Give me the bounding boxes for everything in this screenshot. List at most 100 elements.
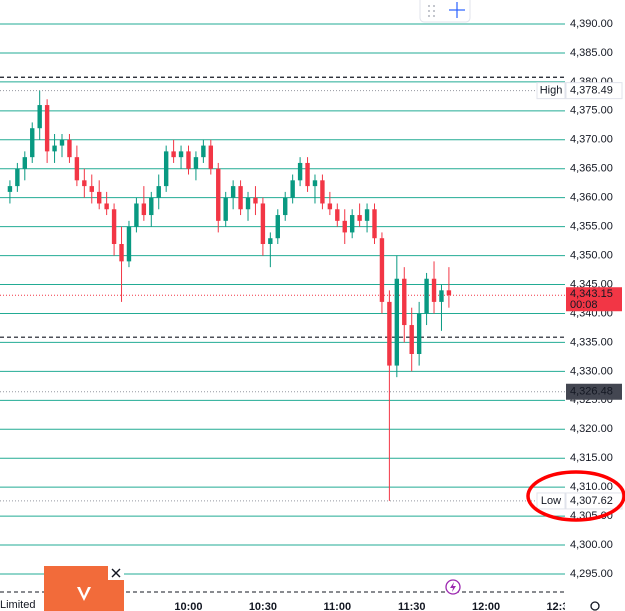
candle-body	[394, 278, 400, 366]
candle-body	[238, 186, 243, 210]
x-tick-label: 10:30	[249, 601, 277, 611]
candle-body	[97, 191, 102, 204]
candle-body	[283, 197, 288, 216]
candle-body	[290, 180, 295, 198]
candle-body	[193, 157, 199, 169]
candle-body	[126, 226, 132, 262]
candle-body	[446, 290, 452, 296]
countdown-label: 00:08	[570, 299, 598, 311]
price-label: 4,307.62	[570, 495, 613, 507]
candle-body	[260, 203, 266, 244]
candle-body	[89, 186, 94, 192]
y-tick-label: 4,360.00	[570, 192, 613, 204]
y-tick-label: 4,335.00	[570, 336, 613, 348]
candle-body	[379, 238, 385, 302]
close-icon[interactable]	[111, 568, 121, 578]
candle-body	[342, 220, 347, 233]
candle-body	[134, 203, 139, 227]
candle-body	[178, 151, 184, 158]
event-bolt	[450, 582, 456, 592]
toolbar[interactable]	[419, 0, 471, 23]
candle-body	[149, 197, 154, 216]
candle-body	[230, 186, 236, 198]
y-tick-label: 4,300.00	[570, 539, 613, 551]
candle-body	[37, 105, 42, 129]
candle-body	[82, 180, 87, 187]
candle-body	[186, 151, 191, 169]
candle-body	[297, 162, 303, 181]
annotation-circle	[526, 470, 625, 522]
y-tick-label: 4,375.00	[570, 105, 613, 117]
candle-body	[67, 139, 72, 158]
candle-body	[253, 197, 258, 204]
candle-body	[104, 203, 109, 210]
y-tick-label: 4,320.00	[570, 423, 613, 435]
drag-handle	[428, 5, 435, 17]
price-label-name: High	[540, 85, 563, 97]
x-tick-label: 11:00	[324, 601, 352, 611]
candle-body	[216, 168, 221, 221]
candle-body	[111, 209, 117, 244]
candle-body	[156, 186, 161, 198]
settings-icon[interactable]	[590, 601, 600, 611]
candle-body	[409, 325, 414, 354]
candle-body	[357, 215, 362, 221]
y-tick-label: 4,310.00	[570, 481, 613, 493]
candle-body	[59, 139, 65, 146]
candle-body	[364, 209, 370, 221]
ad-logo	[77, 587, 91, 601]
candle-body	[171, 151, 176, 158]
candle-body	[424, 278, 429, 314]
crosshair-icon[interactable]	[449, 2, 465, 18]
candle-body	[349, 215, 355, 233]
candle-body	[402, 278, 407, 326]
candle-body	[275, 215, 280, 239]
candle-body	[7, 186, 13, 192]
x-tick-label: 11:30	[398, 601, 426, 611]
y-tick-label: 4,390.00	[570, 18, 613, 30]
candle-body	[223, 197, 228, 221]
candle-body	[30, 128, 35, 158]
candle-body	[163, 151, 169, 187]
x-tick-label: 12:00	[472, 601, 500, 611]
price-label-name-box	[536, 82, 566, 100]
y-tick-label: 4,350.00	[570, 249, 613, 261]
candle-body	[439, 290, 444, 302]
candle-body	[141, 203, 147, 216]
candle-body	[372, 209, 377, 239]
y-tick-label: 4,370.00	[570, 134, 613, 146]
price-label: 4,343.15	[570, 288, 613, 300]
candle-body	[327, 203, 333, 210]
candle-body	[431, 278, 437, 302]
candle-body	[268, 238, 273, 244]
price-label: 4,378.49	[570, 85, 613, 97]
candle-body	[74, 157, 80, 181]
candle-body	[245, 197, 251, 210]
candle-body	[44, 105, 50, 152]
y-tick-label: 4,365.00	[570, 163, 613, 175]
footer-text: Limited	[0, 599, 35, 611]
y-tick-label: 4,295.00	[570, 568, 613, 580]
price-label-box	[565, 82, 623, 100]
x-tick-label: 10:00	[174, 601, 202, 611]
y-tick-label: 4,315.00	[570, 452, 613, 464]
candle-body	[201, 145, 206, 158]
y-tick-label: 4,355.00	[570, 221, 613, 233]
plot-area: 10:00 10:30 11:00 11:30 12:00 12:30	[0, 23, 575, 611]
x-tick-label: 12:30	[546, 601, 574, 611]
candle-body	[119, 244, 124, 262]
candle-body	[387, 301, 392, 366]
y-tick-label: 4,385.00	[570, 47, 613, 59]
candle-body	[22, 157, 28, 169]
candle-body	[320, 180, 325, 204]
price-label-name: Low	[541, 495, 561, 507]
candle-body	[52, 145, 57, 152]
candle-body	[208, 145, 214, 169]
candle-body	[416, 313, 422, 354]
price-label-box	[566, 383, 622, 400]
y-tick-label: 4,330.00	[570, 365, 613, 377]
price-label-box	[566, 287, 622, 312]
